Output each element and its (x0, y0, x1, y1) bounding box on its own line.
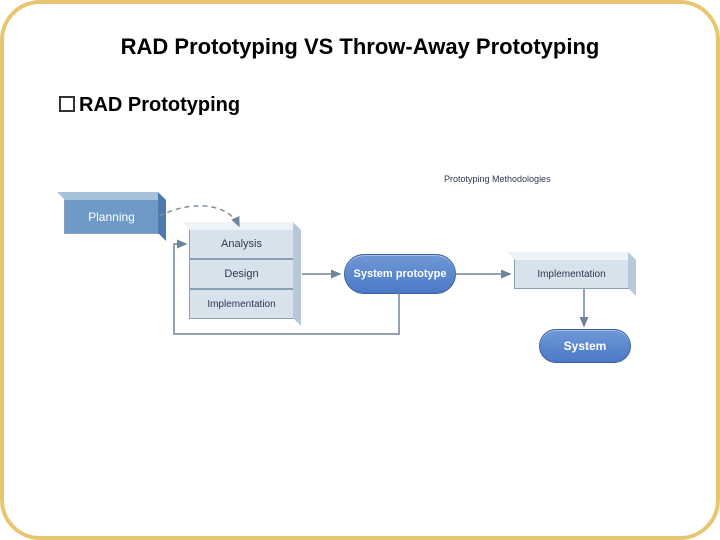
slide-frame: RAD Prototyping VS Throw-Away Prototypin… (0, 0, 720, 540)
node-planning: Planning (64, 199, 159, 234)
bullet-icon (59, 96, 75, 112)
node-system-prototype: System prototype (344, 254, 456, 294)
node-implementation-inner: Implementation (189, 289, 294, 319)
slide-subtitle: RAD Prototyping (59, 94, 240, 117)
diagram: Prototyping Methodologies Planning Analy… (64, 174, 664, 394)
node-implementation-outer: Implementation (514, 259, 629, 289)
node-design: Design (189, 259, 294, 289)
node-system: System (539, 329, 631, 363)
subtitle-text: RAD Prototyping (79, 94, 240, 116)
node-analysis: Analysis (189, 229, 294, 259)
slide-title: RAD Prototyping VS Throw-Away Prototypin… (4, 34, 716, 60)
diagram-heading: Prototyping Methodologies (444, 174, 551, 184)
